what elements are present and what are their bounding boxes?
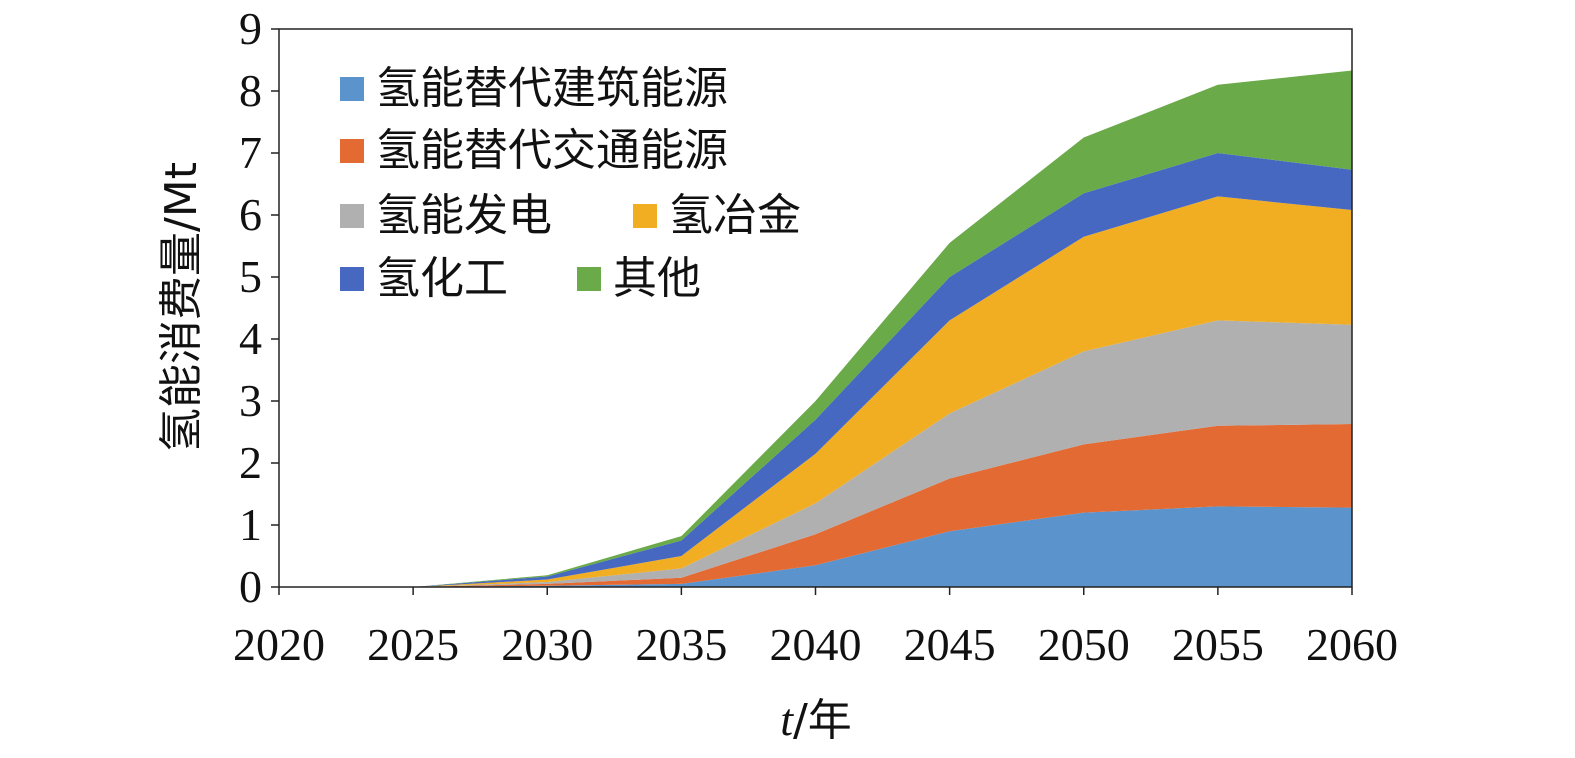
y-tick-label: 5 (239, 251, 262, 302)
x-axis-variable: t (780, 694, 794, 745)
area-series-5 (279, 153, 1352, 587)
x-tick-label: 2035 (635, 619, 727, 670)
y-tick-label: 7 (239, 127, 262, 178)
y-axis-title: 氢能消费量/Mt (156, 162, 207, 452)
x-tick-label: 2040 (770, 619, 862, 670)
legend-label-1: 氢能替代建筑能源 (376, 63, 728, 114)
x-tick-label: 2025 (367, 619, 459, 670)
legend-label-6: 其他 (613, 253, 701, 304)
x-tick-label: 2020 (233, 619, 325, 670)
legend-swatch-4 (633, 204, 657, 228)
legend-label-4: 氢冶金 (669, 190, 801, 241)
x-tick-label: 2030 (501, 619, 593, 670)
area-series-1 (279, 506, 1352, 587)
y-tick-label: 6 (239, 189, 262, 240)
y-tick-label: 8 (239, 65, 262, 116)
y-tick-labels: 0 1 2 3 4 5 6 7 8 9 (239, 3, 279, 612)
legend-swatch-2 (340, 139, 364, 163)
area-series-4 (279, 196, 1352, 587)
y-tick-label: 3 (239, 375, 262, 426)
y-tick-label: 1 (239, 499, 262, 550)
y-tick-label: 9 (239, 3, 262, 54)
legend-swatch-6 (577, 267, 601, 291)
x-axis-unit: /年 (793, 695, 852, 746)
legend-swatch-5 (340, 267, 364, 291)
legend-label-5: 氢化工 (376, 253, 508, 304)
x-axis-title: t/年 (780, 694, 852, 746)
area-series-6 (279, 70, 1352, 588)
legend-label-2: 氢能替代交通能源 (376, 125, 728, 176)
x-tick-label: 2060 (1306, 619, 1398, 670)
legend-swatch-1 (340, 77, 364, 101)
legend-swatch-3 (340, 204, 364, 228)
x-tick-label: 2055 (1172, 619, 1264, 670)
x-tick-labels: 2020 2025 2030 2035 2040 2045 2050 2055 2060 (233, 587, 1398, 670)
x-tick-label: 2045 (904, 619, 996, 670)
y-tick-label: 0 (239, 561, 262, 612)
y-tick-label: 2 (239, 437, 262, 488)
y-tick-label: 4 (239, 313, 262, 364)
area-series-2 (279, 423, 1352, 587)
legend-label-3: 氢能发电 (376, 190, 552, 241)
x-tick-label: 2050 (1038, 619, 1130, 670)
area-series-group (279, 70, 1352, 588)
area-series-3 (279, 320, 1352, 587)
